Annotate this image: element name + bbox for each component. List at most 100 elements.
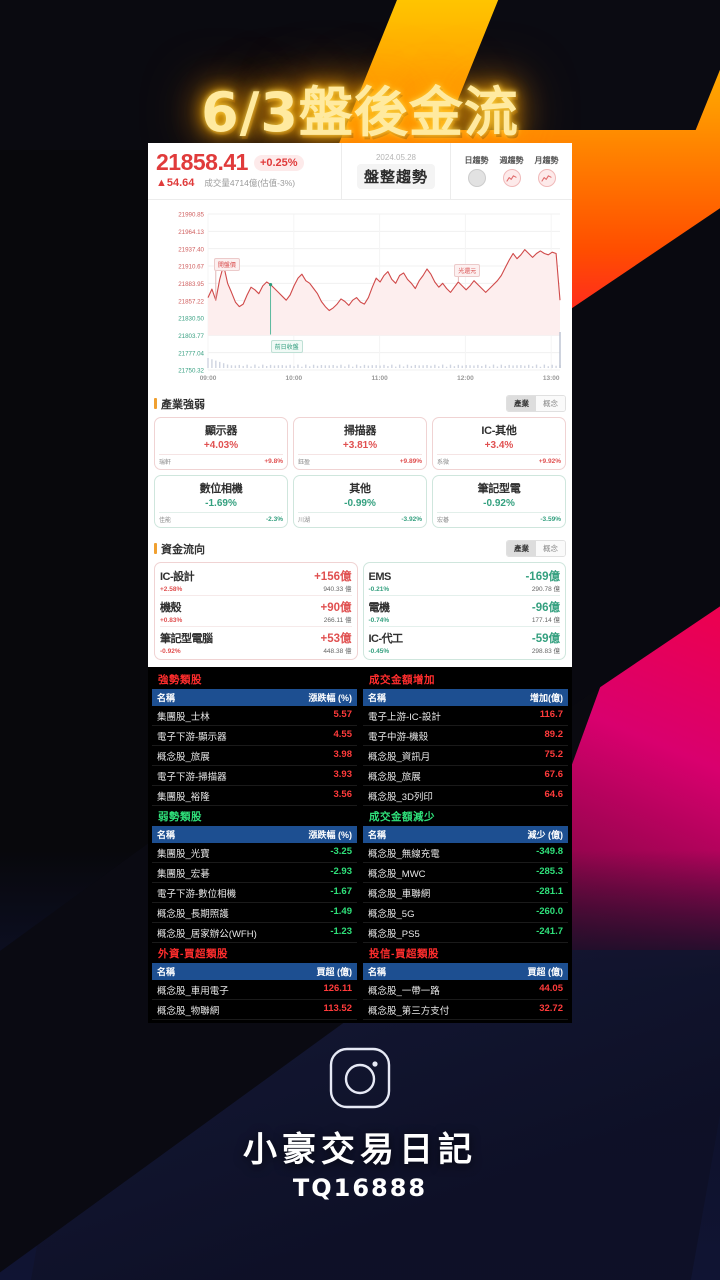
row-value: -2.93 — [330, 865, 352, 877]
flow-total: 177.14 億 — [531, 616, 560, 624]
trend-up-icon — [502, 169, 521, 187]
sector-card[interactable]: 掃描器 +3.81% 鈺盈 +9.89% — [293, 417, 427, 470]
trend-toggle-day[interactable]: 日趨勢 — [465, 155, 489, 187]
capital-flow-row[interactable]: 電機 -96億 -0.74% 177.14 億 — [368, 595, 560, 626]
table-row[interactable]: 集團股_士林 5.57 — [152, 706, 357, 726]
row-value: 97.57 — [328, 1023, 352, 1024]
row-name: 概念股_長期照護 — [157, 908, 229, 920]
index-change-pct: +0.25% — [253, 154, 304, 171]
table-row[interactable]: 概念股_PS5 -241.7 — [363, 923, 568, 943]
table-row[interactable]: 概念股_車聯網 -281.1 — [363, 883, 568, 903]
svg-text:13:00: 13:00 — [543, 375, 560, 382]
sector-card[interactable]: 數位相機 -1.69% 佳能 -2.3% — [154, 475, 288, 528]
row-name: 集團股_光寶 — [157, 848, 210, 860]
table-row[interactable]: 電子下游-顯示器 4.55 — [152, 726, 357, 746]
row-value: 116.7 — [539, 708, 563, 720]
trend-toggle-month[interactable]: 月趨勢 — [535, 155, 559, 187]
instagram-icon — [327, 1045, 393, 1116]
column-header-value: 買超 (億) — [527, 967, 564, 977]
sector-card-name: 數位相機 — [199, 483, 243, 495]
sector-strength-tabs[interactable]: 產業 概念 — [506, 395, 566, 412]
sector-card-stock-pct: +9.89% — [399, 458, 422, 465]
flow-pct: -0.45% — [368, 647, 390, 655]
index-volume: 成交量4714億(估值-3%) — [204, 178, 296, 188]
sector-card-stock: 瑞軒 — [159, 460, 172, 466]
flow-name: IC-設計 — [160, 570, 195, 583]
table-row[interactable]: 集團股_裕隆 3.56 — [152, 786, 357, 806]
sector-card[interactable]: IC-其他 +3.4% 系微 +9.92% — [432, 417, 566, 470]
capital-flow-row[interactable]: EMS -169億 -0.21% 290.78 億 — [369, 565, 561, 595]
row-name: 概念股_鴻海MIH電動車平台 — [157, 1023, 275, 1024]
chart-annotation-open: 開盤價 — [213, 258, 240, 272]
ranking-table: 成交金額減少 名稱 減少 (億) 概念股_無線充電 -349.8 概念股_MWC -285.… — [363, 806, 568, 943]
table-row[interactable]: 集團股_宏碁 -2.93 — [152, 863, 357, 883]
sector-card-footer: 佳能 -2.3% — [159, 512, 283, 524]
ranking-table-header: 名稱 買超 (億) — [152, 963, 357, 980]
table-row[interactable]: 集團股_光寶 -3.25 — [152, 843, 357, 863]
capital-flow-title-wrap: 資金流向 — [154, 541, 205, 557]
table-row[interactable]: 概念股_旅展 67.6 — [363, 766, 568, 786]
sector-card[interactable]: 筆記型電 -0.92% 宏碁 -3.59% — [432, 475, 566, 528]
row-value: 113.52 — [323, 1002, 352, 1014]
capital-flow-tabs[interactable]: 產業 概念 — [506, 540, 566, 557]
table-row[interactable]: 概念股_車用電子 126.11 — [152, 980, 357, 1000]
table-row[interactable]: 概念股_長期照護 -1.49 — [152, 903, 357, 923]
row-value: 3.98 — [333, 748, 353, 760]
row-value: -1.49 — [330, 905, 352, 917]
tab-concept[interactable]: 概念 — [536, 541, 565, 556]
ranking-table-caption: 成交金額減少 — [369, 811, 435, 823]
trend-toggle-group: 日趨勢 週趨勢 月趨勢 — [451, 143, 572, 199]
capital-flow-row[interactable]: IC-代工 -59億 -0.45% 298.83 億 — [368, 626, 560, 657]
ranking-tables: 強勢類股 名稱 漲跌幅 (%) 集團股_士林 5.57 電子下游-顯示器 4.55 概念股_旅… — [148, 667, 572, 1023]
table-row[interactable]: 電子下游-數位相機 -1.67 — [152, 883, 357, 903]
ranking-table: 投信-買超類股 名稱 買超 (億) 概念股_一帶一路 44.05 概念股_第三方支付 32.… — [363, 943, 568, 1023]
row-value: 29.80 — [539, 1023, 563, 1024]
table-row[interactable]: 概念股_一帶一路 44.05 — [363, 980, 568, 1000]
ranking-table-header: 名稱 漲跌幅 (%) — [152, 826, 357, 843]
sector-card-grid: 顯示器 +4.03% 瑞軒 +9.8% 掃描器 +3.81% 鈺盈 +9.89% IC-其他 +3… — [154, 417, 566, 528]
tab-industry[interactable]: 產業 — [507, 396, 536, 411]
row-value: -3.25 — [330, 845, 352, 857]
table-row[interactable]: 電子中游-機殼 89.2 — [363, 726, 568, 746]
row-name: 概念股_物聯網 — [157, 1005, 220, 1017]
intraday-chart[interactable]: 21990.85 21964.13 21937.40 21910.67 21883.95… — [148, 200, 572, 390]
row-value: 32.72 — [539, 1002, 563, 1014]
table-row[interactable]: 概念股_資訊月 75.2 — [363, 746, 568, 766]
table-row[interactable]: 概念股_無線充電 -349.8 — [363, 843, 568, 863]
sector-card-stock-pct: +9.8% — [264, 458, 283, 465]
table-row[interactable]: 概念股_行動支付 29.80 — [363, 1020, 568, 1024]
tab-industry[interactable]: 產業 — [507, 541, 536, 556]
table-row[interactable]: 概念股_鴻海MIH電動車平台 97.57 — [152, 1020, 357, 1024]
trend-toggle-week[interactable]: 週趨勢 — [500, 155, 524, 187]
svg-text:21857.22: 21857.22 — [178, 298, 204, 305]
tab-concept[interactable]: 概念 — [536, 396, 565, 411]
column-header-value: 漲跌幅 (%) — [308, 830, 353, 840]
ranking-table-caption: 弱勢類股 — [158, 811, 202, 823]
capital-flow-row[interactable]: IC-設計 +156億 +2.58% 940.33 億 — [160, 565, 352, 595]
table-row[interactable]: 電子下游-掃描器 3.93 — [152, 766, 357, 786]
table-row[interactable]: 概念股_3D列印 64.6 — [363, 786, 568, 806]
table-row[interactable]: 概念股_第三方支付 32.72 — [363, 1000, 568, 1020]
capital-flow-row[interactable]: 筆記型電腦 +53億 -0.92% 448.38 億 — [160, 626, 352, 657]
svg-text:10:00: 10:00 — [285, 375, 302, 382]
table-row[interactable]: 電子上游-IC-設計 116.7 — [363, 706, 568, 726]
sector-card-footer: 宏碁 -3.59% — [437, 512, 561, 524]
table-row[interactable]: 概念股_MWC -285.3 — [363, 863, 568, 883]
table-row[interactable]: 概念股_物聯網 113.52 — [152, 1000, 357, 1020]
column-header-name: 名稱 — [368, 693, 387, 703]
table-row[interactable]: 概念股_5G -260.0 — [363, 903, 568, 923]
sector-card[interactable]: 顯示器 +4.03% 瑞軒 +9.8% — [154, 417, 288, 470]
capital-flow-row[interactable]: 機殼 +90億 +0.83% 266.11 億 — [160, 595, 352, 626]
row-name: 電子下游-掃描器 — [157, 771, 227, 783]
table-row[interactable]: 概念股_居家辦公(WFH) -1.23 — [152, 923, 357, 943]
flow-total: 290.78 億 — [531, 585, 560, 593]
flow-name: EMS — [368, 570, 392, 583]
sector-card[interactable]: 其他 -0.99% 川湖 -3.92% — [293, 475, 427, 528]
section-accent-bar — [154, 543, 157, 554]
row-name: 概念股_5G — [368, 908, 415, 920]
flow-amount: -169億 — [525, 570, 560, 583]
sector-card-name: IC-其他 — [481, 425, 517, 437]
table-row[interactable]: 概念股_旅展 3.98 — [152, 746, 357, 766]
column-header-name: 名稱 — [368, 830, 387, 840]
svg-text:21803.77: 21803.77 — [178, 333, 204, 340]
